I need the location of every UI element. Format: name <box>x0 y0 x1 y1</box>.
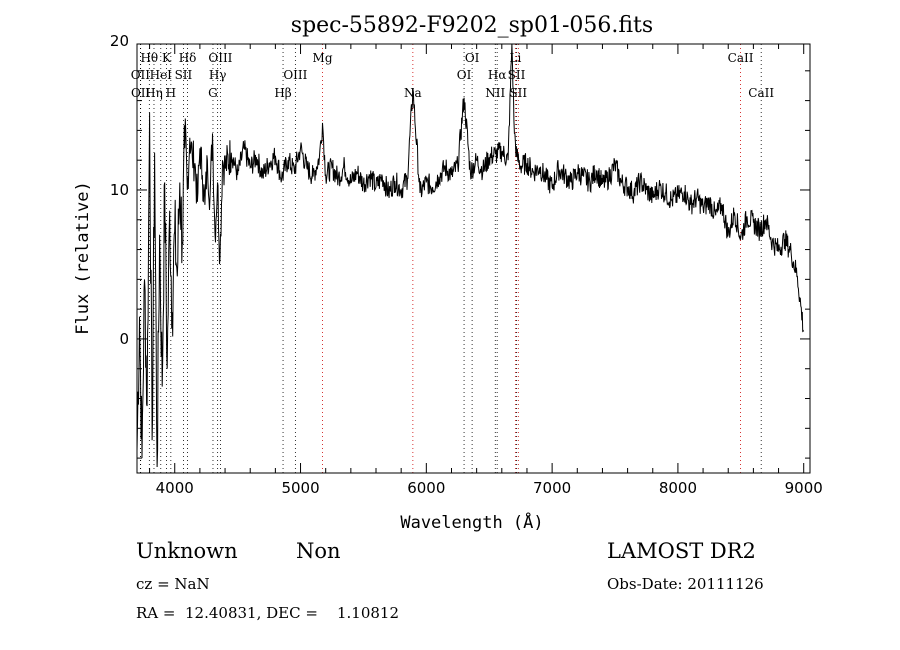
spectral-line-label: Hη <box>145 86 163 100</box>
redshift-cz: cz = NaN <box>136 575 210 593</box>
spectral-line-label: SII <box>508 68 526 82</box>
observation-date: Obs-Date: 20111126 <box>607 575 764 593</box>
line-labels: Hθ OII OII K HeI Hη SII H Hδ OIII Hγ G Mg OIII Hβ Na OI O… <box>131 51 775 100</box>
spectral-line-label: Hδ <box>179 51 197 65</box>
survey-name: LAMOST DR2 <box>607 539 756 563</box>
spectral-line-label: OI <box>465 51 480 65</box>
spectral-line-label: CaII <box>748 86 774 100</box>
object-subclass: Non <box>296 539 341 563</box>
series-layer <box>136 43 805 468</box>
x-tick-label: 8000 <box>659 479 697 497</box>
spectral-line-label: SII <box>509 86 527 100</box>
x-tick-label: 4000 <box>156 479 194 497</box>
x-axis-label: Wavelength (Å) <box>400 511 543 533</box>
spectral-line-label: OI <box>457 68 472 82</box>
spectral-line-label: CaII <box>728 51 754 65</box>
spectral-line-label: H <box>166 86 176 100</box>
coordinates: RA = 12.40831, DEC = 1.10812 <box>136 604 399 622</box>
chart-title: spec-55892-F9202_sp01-056.fits <box>291 13 653 38</box>
spectral-line-label: Hγ <box>209 68 227 82</box>
x-tick-label: 5000 <box>281 479 319 497</box>
spectral-line-label: Li <box>509 51 521 65</box>
spectral-line-label: NII <box>485 86 505 100</box>
spectral-line-label: Na <box>404 86 422 100</box>
spectral-line-label: SII <box>175 68 193 82</box>
x-tick-label: 6000 <box>407 479 445 497</box>
plot-frame <box>136 43 811 474</box>
x-tick-label: 7000 <box>533 479 571 497</box>
spectral-line-label: Hθ <box>140 51 158 65</box>
spectral-line-label: HeI <box>150 68 173 82</box>
y-tick-label: 10 <box>110 181 129 199</box>
y-tick-label: 0 <box>119 330 129 348</box>
spectral-line-label: Mg <box>313 51 333 65</box>
spectral-line-label: Hα <box>488 68 507 82</box>
spectrum-plot: spec-55892-F9202_sp01-056.fits 4000 5000 6… <box>73 13 823 533</box>
spectral-line-label: G <box>208 86 218 100</box>
spectral-line-label: K <box>162 51 172 65</box>
x-tick-label: 9000 <box>785 479 823 497</box>
spectral-line-label: OIII <box>208 51 232 65</box>
y-tick-label: 20 <box>110 32 129 50</box>
y-axis-label: Flux (relative) <box>73 181 93 335</box>
line-markers <box>139 44 762 473</box>
spectral-line-label: OIII <box>283 68 307 82</box>
spectral-line-label: OII <box>131 68 151 82</box>
spectral-line-label: Hβ <box>274 86 291 100</box>
object-class: Unknown <box>136 539 238 563</box>
spectrum-line-0 <box>136 43 805 468</box>
axis-ticks: 4000 5000 6000 7000 8000 9000 0 10 20 <box>110 32 823 497</box>
spectral-line-label: OII <box>131 86 151 100</box>
